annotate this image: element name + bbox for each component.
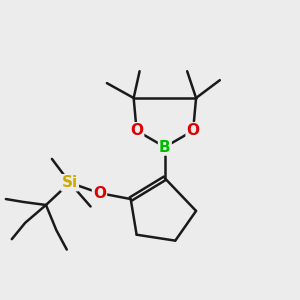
Text: O: O xyxy=(93,186,106,201)
Text: B: B xyxy=(159,140,171,154)
Text: O: O xyxy=(187,123,200,138)
Text: O: O xyxy=(130,123,143,138)
Text: Si: Si xyxy=(62,175,78,190)
